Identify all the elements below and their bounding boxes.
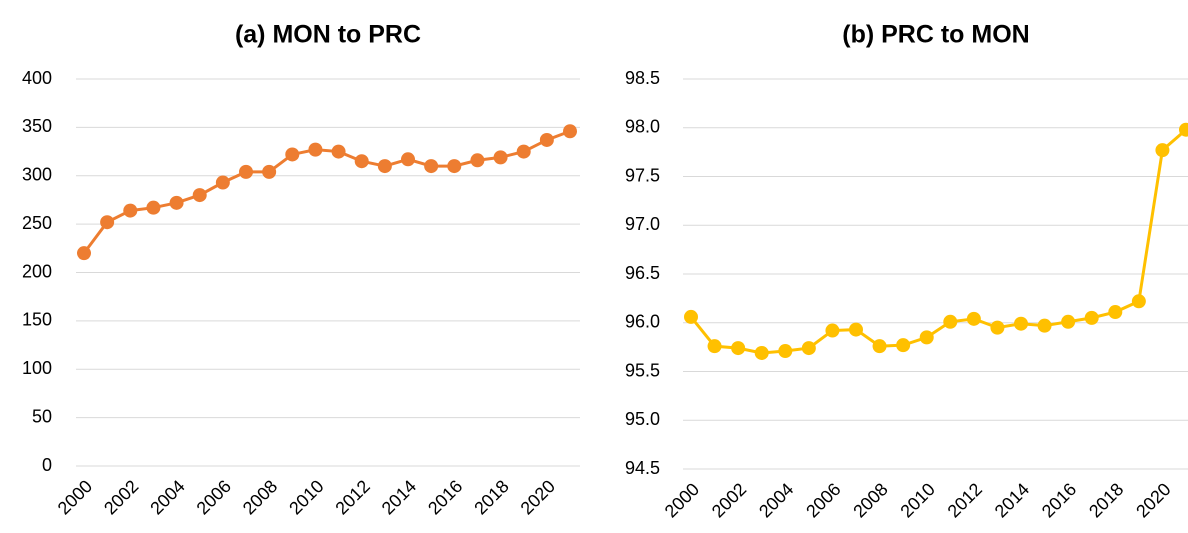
data-point: [801, 341, 816, 356]
data-point: [470, 153, 485, 168]
y-tick-label: 400: [22, 68, 52, 88]
data-point: [169, 195, 184, 210]
data-point: [1108, 305, 1123, 320]
data-point: [215, 175, 230, 190]
data-point: [849, 322, 863, 337]
x-tick-label: 2010: [896, 479, 938, 521]
data-point: [424, 159, 439, 174]
data-point: [123, 203, 138, 218]
data-point: [308, 142, 323, 157]
y-tick-label: 97.5: [625, 165, 660, 185]
y-tick-label: 350: [22, 116, 52, 136]
x-tick-label: 2014: [991, 479, 1033, 521]
x-tick-label: 2006: [193, 476, 235, 518]
data-point: [239, 164, 253, 179]
data-point: [100, 215, 115, 230]
x-tick-label: 2012: [331, 476, 373, 518]
data-point: [943, 314, 958, 329]
data-point: [262, 164, 277, 179]
data-point: [77, 246, 91, 261]
x-tick-label: 2000: [661, 479, 703, 521]
data-point: [872, 339, 887, 354]
x-tick-label: 2010: [285, 476, 327, 518]
x-tick-label: 2016: [1038, 479, 1080, 521]
data-point: [401, 152, 415, 167]
series-line: [82, 129, 571, 255]
data-point: [1014, 316, 1028, 331]
x-tick-label: 2016: [424, 476, 466, 518]
y-tick-label: 96.0: [625, 312, 660, 332]
data-point: [285, 147, 300, 162]
data-point: [1131, 294, 1146, 309]
y-tick-label: 95.5: [625, 360, 660, 380]
data-point: [896, 338, 911, 353]
chart-title: (a) MON to PRC: [235, 21, 421, 49]
y-tick-label: 96.5: [625, 263, 660, 283]
data-point: [192, 188, 207, 203]
data-point: [1179, 122, 1188, 137]
data-point: [825, 323, 840, 338]
x-tick-label: 2002: [100, 476, 142, 518]
data-point: [516, 144, 531, 159]
y-tick-label: 200: [22, 261, 52, 281]
x-tick-label: 2012: [944, 479, 986, 521]
data-point: [331, 144, 346, 159]
data-point: [966, 311, 981, 326]
y-tick-label: 98.5: [625, 68, 660, 88]
data-point: [539, 132, 554, 147]
data-point: [377, 159, 392, 174]
y-tick-label: 0: [42, 455, 52, 475]
data-point: [563, 124, 577, 139]
x-tick-label: 2008: [239, 476, 281, 518]
data-point: [707, 339, 722, 354]
x-tick-label: 2020: [1132, 479, 1174, 521]
x-tick-label: 2004: [755, 479, 797, 521]
y-tick-label: 50: [32, 406, 52, 426]
data-point: [990, 320, 1005, 335]
x-tick-label: 2018: [1085, 479, 1127, 521]
data-point: [731, 341, 746, 356]
data-point: [146, 200, 161, 215]
x-tick-label: 2002: [708, 479, 750, 521]
data-point: [493, 150, 508, 165]
x-tick-label: 2004: [146, 476, 188, 518]
x-tick-label: 2020: [517, 476, 559, 518]
data-point: [1084, 310, 1099, 325]
x-tick-label: 2006: [802, 479, 844, 521]
chart-title: (b) PRC to MON: [842, 21, 1029, 49]
y-tick-label: 150: [22, 310, 52, 330]
y-tick-label: 95.0: [625, 409, 660, 429]
data-point: [447, 159, 462, 174]
data-point: [1155, 143, 1170, 158]
x-tick-label: 2018: [470, 476, 512, 518]
data-point: [919, 330, 934, 345]
data-point: [354, 154, 369, 169]
x-tick-label: 2014: [378, 476, 420, 518]
data-point: [754, 345, 769, 360]
y-tick-label: 250: [22, 213, 52, 233]
data-point: [1037, 318, 1052, 333]
y-tick-label: 100: [22, 358, 52, 378]
data-point: [1061, 314, 1076, 329]
y-tick-label: 300: [22, 165, 52, 185]
y-tick-label: 94.5: [625, 458, 660, 478]
x-tick-label: 2008: [849, 479, 891, 521]
data-point: [684, 309, 698, 324]
data-point: [778, 344, 793, 359]
y-tick-label: 97.0: [625, 214, 660, 234]
y-tick-label: 98.0: [625, 117, 660, 137]
x-tick-label: 2000: [54, 476, 96, 518]
series-line: [689, 128, 1187, 355]
